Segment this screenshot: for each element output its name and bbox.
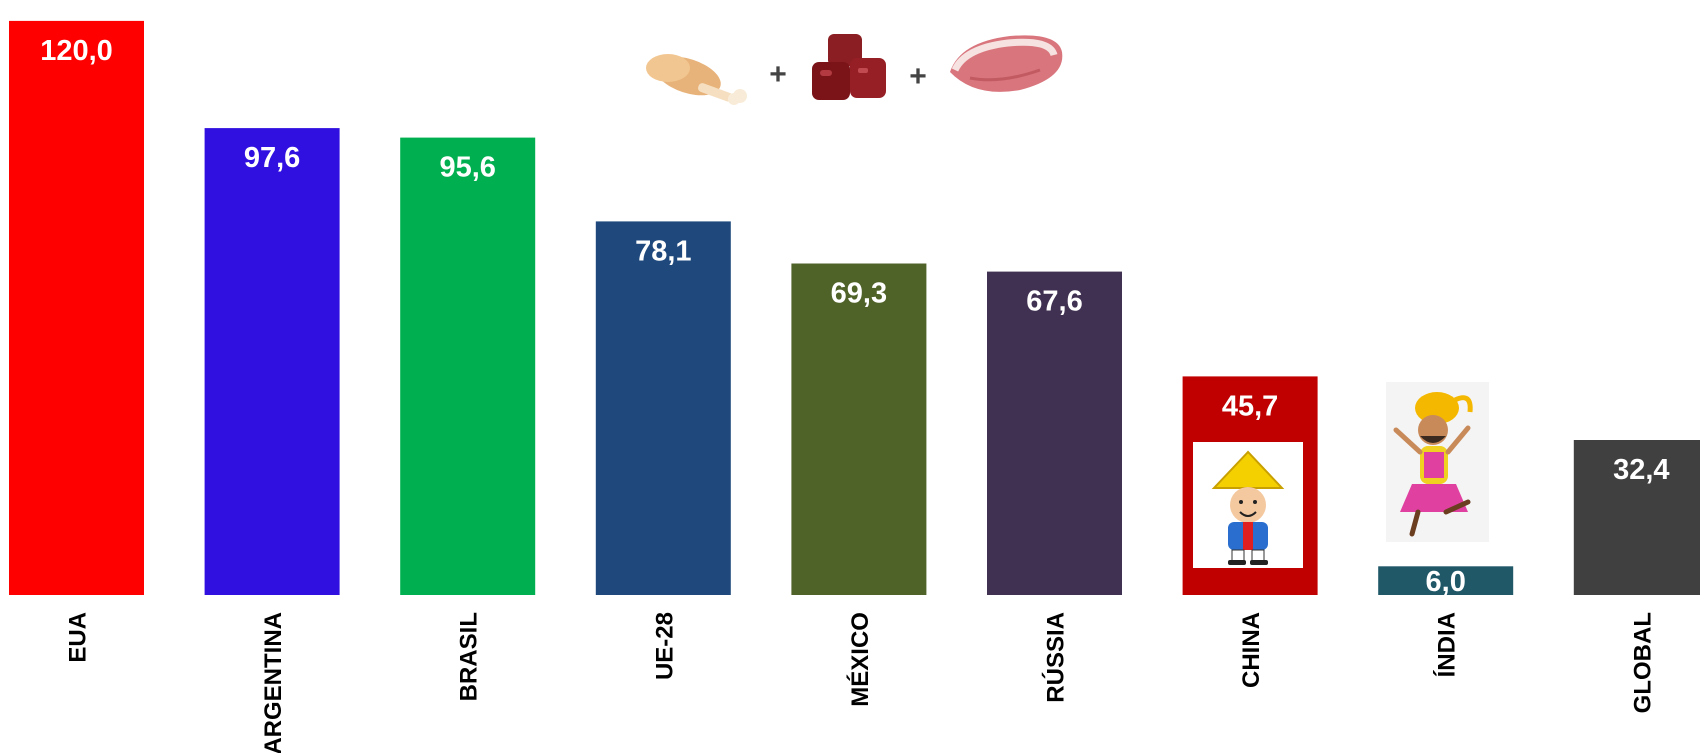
category-label-brasil: BRASIL [456,612,483,701]
header-meat-icons: + + [646,34,1063,105]
bar-argentina [204,128,340,595]
value-label-brasil: 95,6 [439,152,495,184]
value-label-india: 6,0 [1426,566,1466,598]
category-label-india: ÍNDIA [1433,612,1461,677]
value-label-russia: 67,6 [1026,286,1082,318]
value-label-eua: 120,0 [40,35,113,67]
value-label-mexico: 69,3 [831,278,887,310]
category-label-russia: RÚSSIA [1042,612,1070,703]
bar-brasil [400,137,536,595]
category-label-eua: EUA [65,612,92,663]
value-label-global: 32,4 [1613,454,1669,486]
category-label-mexico: MÉXICO [846,612,874,707]
plus-sign: + [909,60,927,93]
category-label-argentina: ARGENTINA [260,612,287,753]
value-label-ue-28: 78,1 [635,235,691,267]
value-label-argentina: 97,6 [244,142,300,174]
bar-russia [987,271,1122,595]
chinese-man-illustration [1193,442,1303,568]
pork-steak-icon [950,35,1063,92]
bar-eua [9,20,144,595]
category-label-ue-28: UE-28 [651,612,678,680]
value-label-china: 45,7 [1222,390,1278,422]
category-label-global: GLOBAL [1629,612,1656,713]
indian-dancer-illustration [1386,382,1489,542]
labels-layer: 120,0 EUA 97,6 ARGENTINA 95,6 BRASIL 78,1 UE-28… [40,35,1669,753]
category-label-china: CHINA [1238,612,1265,688]
chicken-leg-icon [646,54,747,105]
bar-mexico [791,263,927,595]
beef-cubes-icon [812,34,886,100]
bar-global [1573,440,1700,595]
plus-sign: + [769,58,787,91]
bar-ue-28 [595,221,731,595]
bar-india [1378,566,1514,595]
